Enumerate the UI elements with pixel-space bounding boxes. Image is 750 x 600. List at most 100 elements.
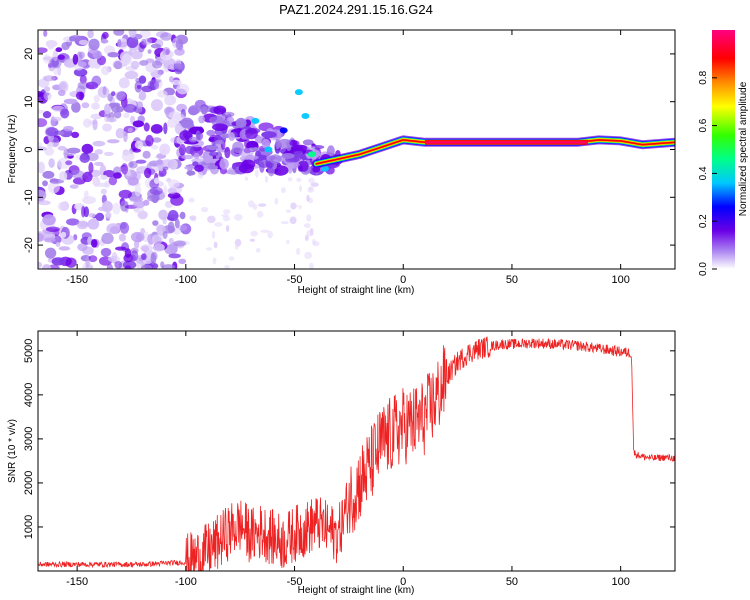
- snr-xtick-label: -100: [175, 576, 197, 588]
- spectral-blob: [238, 163, 254, 174]
- spectral-blob: [92, 119, 98, 131]
- spectral-blob: [75, 91, 85, 100]
- spectral-blob: [87, 30, 94, 39]
- spectral-blob: [267, 230, 273, 239]
- spectral-blob: [245, 128, 258, 140]
- spectral-blob: [196, 131, 204, 141]
- spectral-blob: [310, 182, 319, 187]
- spectral-blob: [97, 86, 110, 98]
- spectral-blob: [72, 53, 79, 65]
- spectral-blob: [188, 197, 195, 203]
- spectral-blob: [207, 165, 219, 170]
- spectral-blob: [79, 153, 91, 164]
- snr-xtick-label: -50: [287, 576, 303, 588]
- spectral-blob: [66, 218, 80, 226]
- spectral-blob: [112, 202, 121, 215]
- spectral-blob: [208, 151, 219, 157]
- spectral-blob: [160, 159, 175, 169]
- spectral-blob: [82, 171, 93, 183]
- spectral-blob: [326, 145, 335, 157]
- spectral-blob: [257, 203, 267, 207]
- spectral-blob: [48, 158, 55, 168]
- spectral-blob: [105, 212, 112, 219]
- spectral-blob: [307, 151, 316, 158]
- spectral-blob: [44, 147, 55, 156]
- spectral-blob: [113, 172, 122, 179]
- snr-ytick-label: 2000: [23, 471, 35, 495]
- spectral-blob: [244, 176, 248, 181]
- spectral-blob: [150, 144, 159, 150]
- spectral-blob: [115, 246, 127, 251]
- spectral-blob: [235, 117, 247, 128]
- spectral-blob: [38, 232, 44, 242]
- spectral-blob: [119, 222, 130, 234]
- spectral-blob: [291, 204, 299, 208]
- spectral-blob: [55, 241, 61, 248]
- spectral-blob: [85, 256, 90, 268]
- spectral-blob: [140, 244, 153, 252]
- spectral-blob: [77, 81, 90, 90]
- spectral-blob: [50, 178, 65, 184]
- spectral-blob: [130, 254, 136, 262]
- spectral-blob: [181, 154, 194, 160]
- spectral-blob: [200, 106, 208, 115]
- spectral-blob: [223, 111, 235, 118]
- snr-ytick-label: 4000: [23, 383, 35, 407]
- spectral-blob: [115, 105, 124, 113]
- spectral-blob: [214, 222, 223, 227]
- spectral-blob: [214, 139, 225, 145]
- spectral-blob: [139, 30, 151, 39]
- spectral-blob: [285, 209, 292, 213]
- spectral-blob: [198, 126, 203, 131]
- spectral-blob: [224, 265, 230, 269]
- spectral-blob: [58, 82, 67, 90]
- spectral-blob: [92, 140, 106, 147]
- spectral-blob: [211, 140, 216, 146]
- spectral-blob: [174, 48, 185, 56]
- spectral-blob: [92, 176, 101, 187]
- spectral-blob: [87, 218, 100, 230]
- spectral-blob: [111, 252, 118, 262]
- spectral-blob: [113, 30, 125, 36]
- spectral-blob: [88, 38, 100, 51]
- spectrogram-xtick-label: -100: [175, 274, 197, 286]
- spectral-blob: [82, 118, 92, 128]
- spectral-blob: [57, 157, 71, 169]
- spectral-blob: [127, 176, 139, 186]
- spectral-blob: [38, 146, 47, 152]
- spectral-blob: [45, 226, 60, 233]
- spectral-blob: [188, 104, 201, 115]
- spectral-blob: [117, 39, 122, 48]
- spectral-blob: [309, 262, 314, 269]
- spectral-blob: [42, 180, 48, 187]
- spectral-blob: [113, 61, 123, 70]
- spectral-blob: [128, 161, 138, 169]
- spectral-blob: [49, 56, 62, 69]
- spectral-blob: [121, 150, 135, 162]
- spectral-blob: [162, 166, 169, 171]
- spectral-blob: [163, 58, 177, 70]
- spectral-blob: [100, 247, 112, 257]
- spectral-blob: [95, 212, 105, 222]
- spectral-blob: [213, 241, 218, 249]
- spectral-blob: [194, 164, 205, 172]
- spectral-blob: [101, 200, 113, 213]
- spectral-blob: [173, 240, 187, 247]
- spectral-blob: [152, 243, 165, 252]
- colorbar-gradient: [712, 30, 735, 269]
- spectral-blob: [134, 206, 140, 213]
- spectral-blob: [179, 144, 186, 156]
- spectral-blob: [44, 247, 57, 259]
- spectral-blob: [134, 140, 144, 149]
- spectral-blob: [69, 184, 79, 189]
- spectral-blob: [38, 200, 51, 206]
- spectral-blob: [168, 253, 181, 259]
- spectral-blob: [61, 42, 70, 51]
- spectral-blob: [296, 247, 301, 256]
- spectral-blob: [159, 143, 171, 156]
- spectral-blob: [269, 154, 282, 164]
- spectral-blob: [280, 221, 289, 225]
- spectral-blob: [134, 81, 143, 93]
- spectral-blob: [298, 204, 302, 210]
